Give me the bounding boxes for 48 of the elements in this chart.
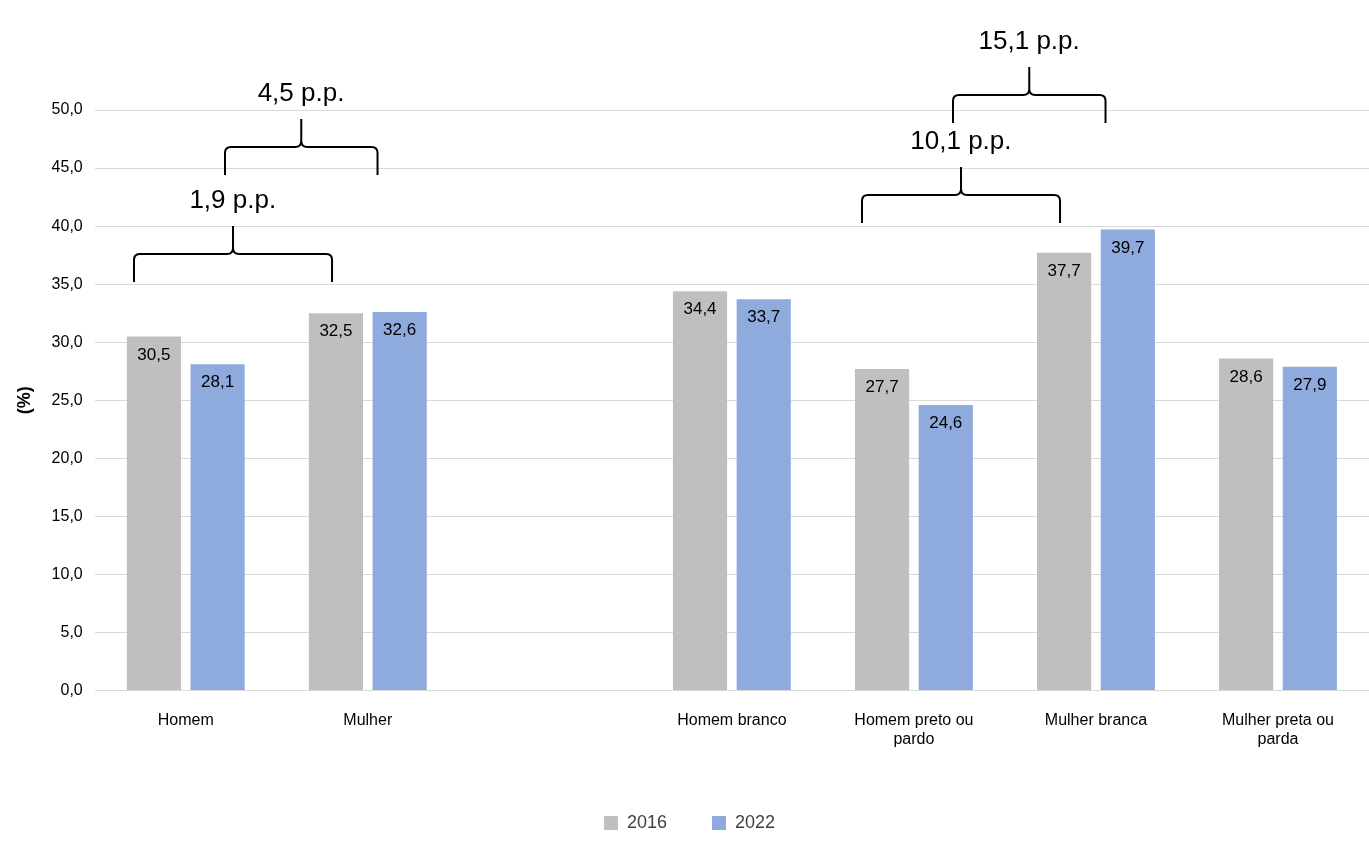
bar bbox=[126, 336, 181, 691]
bar bbox=[372, 312, 427, 691]
y-tick-label: 30,0 bbox=[51, 332, 83, 350]
data-label: 27,7 bbox=[865, 377, 899, 397]
x-tick-label: Homem bbox=[157, 710, 214, 728]
bar bbox=[1037, 252, 1092, 691]
data-label: 39,7 bbox=[1111, 237, 1145, 257]
y-axis-title: (%) bbox=[13, 386, 34, 415]
data-label: 37,7 bbox=[1047, 261, 1081, 281]
y-tick-label: 40,0 bbox=[51, 216, 83, 234]
legend-label: 2022 bbox=[735, 811, 776, 832]
x-tick-label: Homem branco bbox=[677, 710, 787, 728]
data-label: 32,5 bbox=[319, 321, 353, 341]
y-tick-label: 0,0 bbox=[60, 681, 83, 699]
data-label: 27,9 bbox=[1293, 374, 1327, 394]
bar bbox=[1219, 358, 1274, 691]
annotation: 1,9 p.p. bbox=[189, 183, 277, 215]
text: 4,5 p.p. bbox=[257, 77, 345, 109]
data-label: 34,4 bbox=[683, 299, 717, 319]
data-label: 30,5 bbox=[137, 344, 171, 364]
bar bbox=[854, 368, 910, 691]
bar bbox=[190, 364, 245, 691]
y-tick-label: 25,0 bbox=[51, 390, 83, 408]
data-label: 24,6 bbox=[929, 413, 963, 433]
data-label: 28,1 bbox=[201, 372, 235, 392]
bar bbox=[1100, 229, 1155, 691]
y-tick-label: 5,0 bbox=[60, 622, 83, 640]
x-tick-label: Mulher bbox=[343, 710, 393, 728]
data-label: 28,6 bbox=[1229, 366, 1263, 386]
bar bbox=[672, 291, 728, 691]
x-tick-label: Mulher branca bbox=[1044, 710, 1148, 728]
x-tick-label: Mulher preta ou parda bbox=[1221, 710, 1335, 747]
bar bbox=[918, 404, 973, 691]
y-tick-label: 10,0 bbox=[51, 564, 83, 582]
data-label: 32,6 bbox=[383, 320, 417, 340]
y-tick-label: 50,0 bbox=[51, 100, 83, 118]
y-tick-label: 45,0 bbox=[51, 158, 83, 176]
bar bbox=[308, 313, 364, 691]
y-tick-label: 15,0 bbox=[51, 506, 83, 524]
y-tick-label: 35,0 bbox=[51, 274, 83, 292]
text: 15,1 p.p. bbox=[978, 24, 1080, 56]
bar bbox=[736, 299, 791, 691]
data-label: 33,7 bbox=[747, 307, 781, 327]
bar bbox=[1282, 366, 1337, 691]
y-tick-label: 20,0 bbox=[51, 448, 83, 466]
x-tick-label: Homem preto ou pardo bbox=[854, 710, 974, 747]
legend-label: 2016 bbox=[626, 811, 667, 832]
annotation: 10,1 p.p. bbox=[910, 124, 1012, 156]
